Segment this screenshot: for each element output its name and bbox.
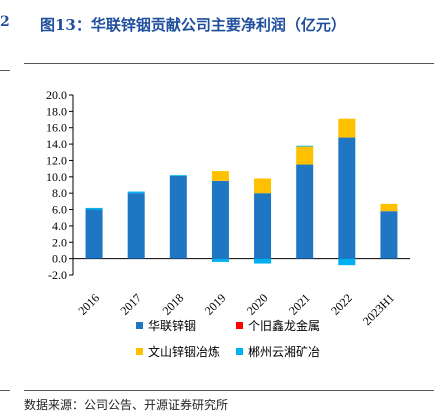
legend-label: 个旧鑫龙金属 [248, 318, 320, 333]
x-tick-label: 2016 [75, 291, 102, 318]
legend-swatch [136, 322, 143, 329]
bar-3-2021 [296, 146, 314, 165]
y-tick-label: 14.0 [46, 137, 67, 151]
left-margin-tick [0, 70, 10, 71]
bar-1-2021 [296, 164, 314, 259]
bottom-divider [24, 390, 434, 391]
bar-1-2019 [211, 180, 229, 259]
legend-swatch [236, 348, 243, 355]
bar-3-2019 [211, 171, 229, 181]
bar-4-2019 [211, 258, 229, 262]
y-tick-label: 2.0 [52, 235, 67, 249]
bar-4-2017 [127, 191, 145, 194]
legend-label: 华联锌铟 [148, 319, 196, 333]
bar-3-2022 [338, 118, 356, 138]
y-tick-label: 0.0 [52, 252, 67, 266]
legend-swatch [236, 322, 243, 329]
left-margin-tick [0, 390, 10, 391]
y-tick-label: -2.0 [48, 268, 67, 282]
y-tick-label: 16.0 [46, 121, 67, 135]
bar-1-2017 [127, 193, 145, 259]
y-tick-label: 4.0 [52, 219, 67, 233]
x-tick-label: 2019 [202, 291, 229, 318]
legend-swatch [136, 348, 143, 355]
bar-4-2021 [296, 145, 314, 147]
y-tick-label: 6.0 [52, 203, 67, 217]
legend-label: 郴州云湘矿冶 [248, 344, 320, 359]
top-divider [24, 63, 434, 64]
y-tick-label: 18.0 [46, 104, 67, 118]
y-tick-label: 12.0 [46, 153, 67, 167]
bar-4-2016 [85, 207, 103, 210]
bar-1-2016 [85, 209, 103, 259]
bar-1-2018 [169, 176, 187, 259]
bar-3-2023H1 [380, 203, 398, 212]
x-tick-label: 2020 [244, 291, 271, 318]
x-tick-label: 2023H1 [360, 291, 397, 328]
bar-1-2023H1 [380, 211, 398, 259]
y-tick-label: 20.0 [46, 88, 67, 102]
bar-4-2020 [254, 258, 272, 264]
stacked-bar-chart: 20.0 18.0 16.0 14.0 12.0 10.0 8.0 6.0 4.0 2.0 0.0 -… [46, 88, 410, 359]
y-tick-label: 10.0 [46, 170, 67, 184]
bar-4-2018 [169, 175, 187, 176]
legend-label: 文山锌铟冶炼 [148, 344, 220, 359]
figure-title: 图13：华联锌铟贡献公司主要净利润（亿元） [40, 16, 346, 34]
bar-3-2020 [254, 178, 272, 194]
bar-1-2020 [254, 193, 272, 259]
data-source-note: 数据来源：公司公告、开源证券研究所 [24, 398, 229, 412]
x-tick-label: 2018 [160, 291, 187, 318]
bar-4-2022 [338, 258, 356, 266]
x-tick-label: 2017 [117, 291, 144, 318]
x-tick-label: 2022 [328, 291, 355, 318]
x-tick-label: 2021 [286, 291, 313, 318]
y-tick-label: 8.0 [52, 186, 67, 200]
bar-1-2022 [338, 137, 356, 259]
